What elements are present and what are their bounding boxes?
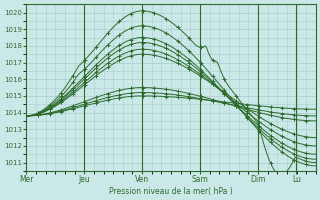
X-axis label: Pression niveau de la mer( hPa ): Pression niveau de la mer( hPa ) [109,187,233,196]
